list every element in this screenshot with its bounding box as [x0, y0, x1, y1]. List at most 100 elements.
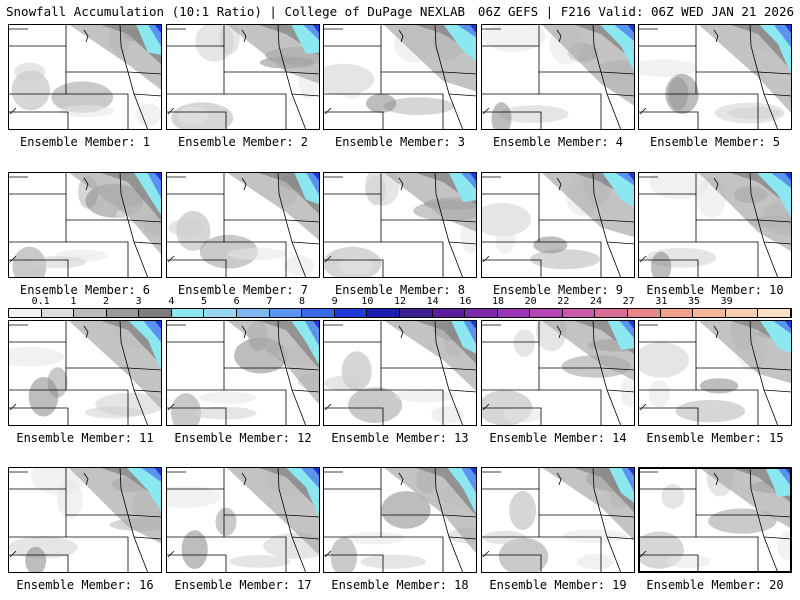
- legend-swatch: [74, 309, 107, 317]
- member-map-3[interactable]: [323, 24, 477, 130]
- legend-label: 4: [168, 296, 175, 307]
- member-caption: Ensemble Member: 15: [646, 431, 784, 445]
- member-caption: Ensemble Member: 9: [492, 283, 624, 297]
- member-map-18[interactable]: [323, 467, 477, 573]
- member-map-2[interactable]: [166, 24, 320, 130]
- legend-swatch: [41, 309, 75, 317]
- legend-label: 3: [135, 296, 142, 307]
- snowfall-map-icon: [481, 24, 635, 130]
- member-map-8[interactable]: [323, 172, 477, 278]
- legend-label: 0.1: [31, 296, 50, 307]
- member-map-13[interactable]: [323, 320, 477, 426]
- legend-label: 20: [524, 296, 537, 307]
- member-caption: Ensemble Member: 3: [334, 135, 466, 149]
- snowfall-map-icon: [638, 467, 792, 573]
- member-caption: Ensemble Member: 11: [16, 431, 154, 445]
- snowfall-map-icon: [166, 172, 320, 278]
- legend-swatch: [9, 309, 42, 317]
- legend-label: 2: [102, 296, 110, 307]
- member-caption: Ensemble Member: 7: [177, 283, 309, 297]
- snowfall-map-icon: [166, 24, 320, 130]
- member-caption: Ensemble Member: 6: [19, 283, 151, 297]
- legend-label: 6: [233, 296, 240, 307]
- legend-swatch: [725, 309, 759, 317]
- member-caption: Ensemble Member: 13: [331, 431, 469, 445]
- snowfall-map-icon: [8, 172, 162, 278]
- member-caption: Ensemble Member: 1: [19, 135, 151, 149]
- member-caption: Ensemble Member: 5: [649, 135, 781, 149]
- member-map-12[interactable]: [166, 320, 320, 426]
- legend-label: 18: [491, 296, 505, 307]
- legend-swatch: [465, 309, 498, 317]
- legend-swatch: [562, 309, 596, 317]
- legend-label: 35: [687, 296, 701, 307]
- legend-label: 5: [200, 296, 208, 307]
- snowfall-map-icon: [481, 467, 635, 573]
- member-caption: Ensemble Member: 18: [331, 578, 469, 592]
- member-map-9[interactable]: [481, 172, 635, 278]
- legend-swatch: [139, 309, 172, 317]
- legend-swatch: [106, 309, 140, 317]
- header-title: Snowfall Accumulation (10:1 Ratio) | Col…: [6, 4, 466, 19]
- legend-label: 31: [655, 296, 668, 307]
- snowfall-map-icon: [323, 24, 477, 130]
- legend-swatch: [497, 309, 531, 317]
- member-map-17[interactable]: [166, 467, 320, 573]
- legend-label: 24: [589, 296, 603, 307]
- snowfall-map-icon: [323, 467, 477, 573]
- snowfall-map-icon: [166, 320, 320, 426]
- member-caption: Ensemble Member: 4: [492, 135, 624, 149]
- legend-swatch: [693, 309, 726, 317]
- member-map-14[interactable]: [481, 320, 635, 426]
- snowfall-map-icon: [638, 320, 792, 426]
- member-caption: Ensemble Member: 17: [174, 578, 312, 592]
- legend-swatch: [432, 309, 466, 317]
- legend-label: 10: [361, 296, 374, 307]
- legend-swatch: [627, 309, 661, 317]
- legend-label: 16: [459, 296, 472, 307]
- legend-label: 22: [557, 296, 570, 307]
- snowfall-map-icon: [481, 172, 635, 278]
- member-map-19[interactable]: [481, 467, 635, 573]
- snowfall-map-icon: [638, 172, 792, 278]
- legend-label: 9: [331, 296, 338, 307]
- legend-swatch: [269, 309, 303, 317]
- member-map-4[interactable]: [481, 24, 635, 130]
- legend-label: 8: [298, 296, 306, 307]
- legend-swatch: [758, 309, 791, 317]
- snowfall-map-icon: [8, 320, 162, 426]
- member-map-6[interactable]: [8, 172, 162, 278]
- legend-label: 1: [70, 296, 77, 307]
- legend-label: 12: [393, 296, 407, 307]
- legend-swatch: [367, 309, 400, 317]
- snowfall-legend: 0.1 1 2 3 4 5 6 7 8 9 10 12 14 16 18 20 22 24 27 31 35 39: [8, 296, 792, 320]
- legend-label: 39: [720, 296, 733, 307]
- member-map-5[interactable]: [638, 24, 792, 130]
- snowfall-map-icon: [323, 172, 477, 278]
- member-map-16[interactable]: [8, 467, 162, 573]
- legend-label: 14: [426, 296, 439, 307]
- member-caption: Ensemble Member: 19: [489, 578, 627, 592]
- member-map-7[interactable]: [166, 172, 320, 278]
- snowfall-map-icon: [8, 24, 162, 130]
- legend-swatch: [171, 309, 205, 317]
- member-map-1[interactable]: [8, 24, 162, 130]
- member-map-10[interactable]: [638, 172, 792, 278]
- snowfall-map-icon: [8, 467, 162, 573]
- legend-swatch: [595, 309, 628, 317]
- legend-label: 7: [266, 296, 273, 307]
- member-map-20[interactable]: [638, 467, 792, 573]
- snowfall-map-icon: [323, 320, 477, 426]
- member-caption: Ensemble Member: 10: [646, 283, 784, 297]
- snowfall-map-icon: [481, 320, 635, 426]
- legend-label: 27: [622, 296, 635, 307]
- member-caption: Ensemble Member: 16: [16, 578, 154, 592]
- member-map-15[interactable]: [638, 320, 792, 426]
- member-caption: Ensemble Member: 2: [177, 135, 309, 149]
- member-map-11[interactable]: [8, 320, 162, 426]
- member-caption: Ensemble Member: 12: [174, 431, 312, 445]
- member-caption: Ensemble Member: 14: [489, 431, 627, 445]
- legend-swatch: [399, 309, 433, 317]
- legend-swatch: [530, 309, 563, 317]
